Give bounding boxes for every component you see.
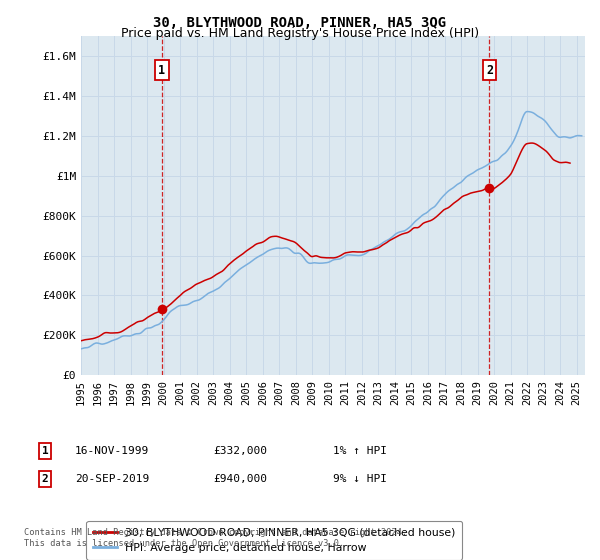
Text: 16-NOV-1999: 16-NOV-1999 bbox=[75, 446, 149, 456]
Text: £332,000: £332,000 bbox=[213, 446, 267, 456]
Text: 1: 1 bbox=[158, 64, 165, 77]
Text: Price paid vs. HM Land Registry's House Price Index (HPI): Price paid vs. HM Land Registry's House … bbox=[121, 27, 479, 40]
Text: 9% ↓ HPI: 9% ↓ HPI bbox=[333, 474, 387, 484]
Text: 2: 2 bbox=[486, 64, 493, 77]
Text: 1: 1 bbox=[41, 446, 49, 456]
Text: Contains HM Land Registry data © Crown copyright and database right 2024.
This d: Contains HM Land Registry data © Crown c… bbox=[24, 528, 407, 548]
Text: 2: 2 bbox=[41, 474, 49, 484]
Text: 30, BLYTHWOOD ROAD, PINNER, HA5 3QG: 30, BLYTHWOOD ROAD, PINNER, HA5 3QG bbox=[154, 16, 446, 30]
Text: 1% ↑ HPI: 1% ↑ HPI bbox=[333, 446, 387, 456]
Legend: 30, BLYTHWOOD ROAD, PINNER, HA5 3QG (detached house), HPI: Average price, detach: 30, BLYTHWOOD ROAD, PINNER, HA5 3QG (det… bbox=[86, 521, 462, 559]
Text: £940,000: £940,000 bbox=[213, 474, 267, 484]
Text: 20-SEP-2019: 20-SEP-2019 bbox=[75, 474, 149, 484]
